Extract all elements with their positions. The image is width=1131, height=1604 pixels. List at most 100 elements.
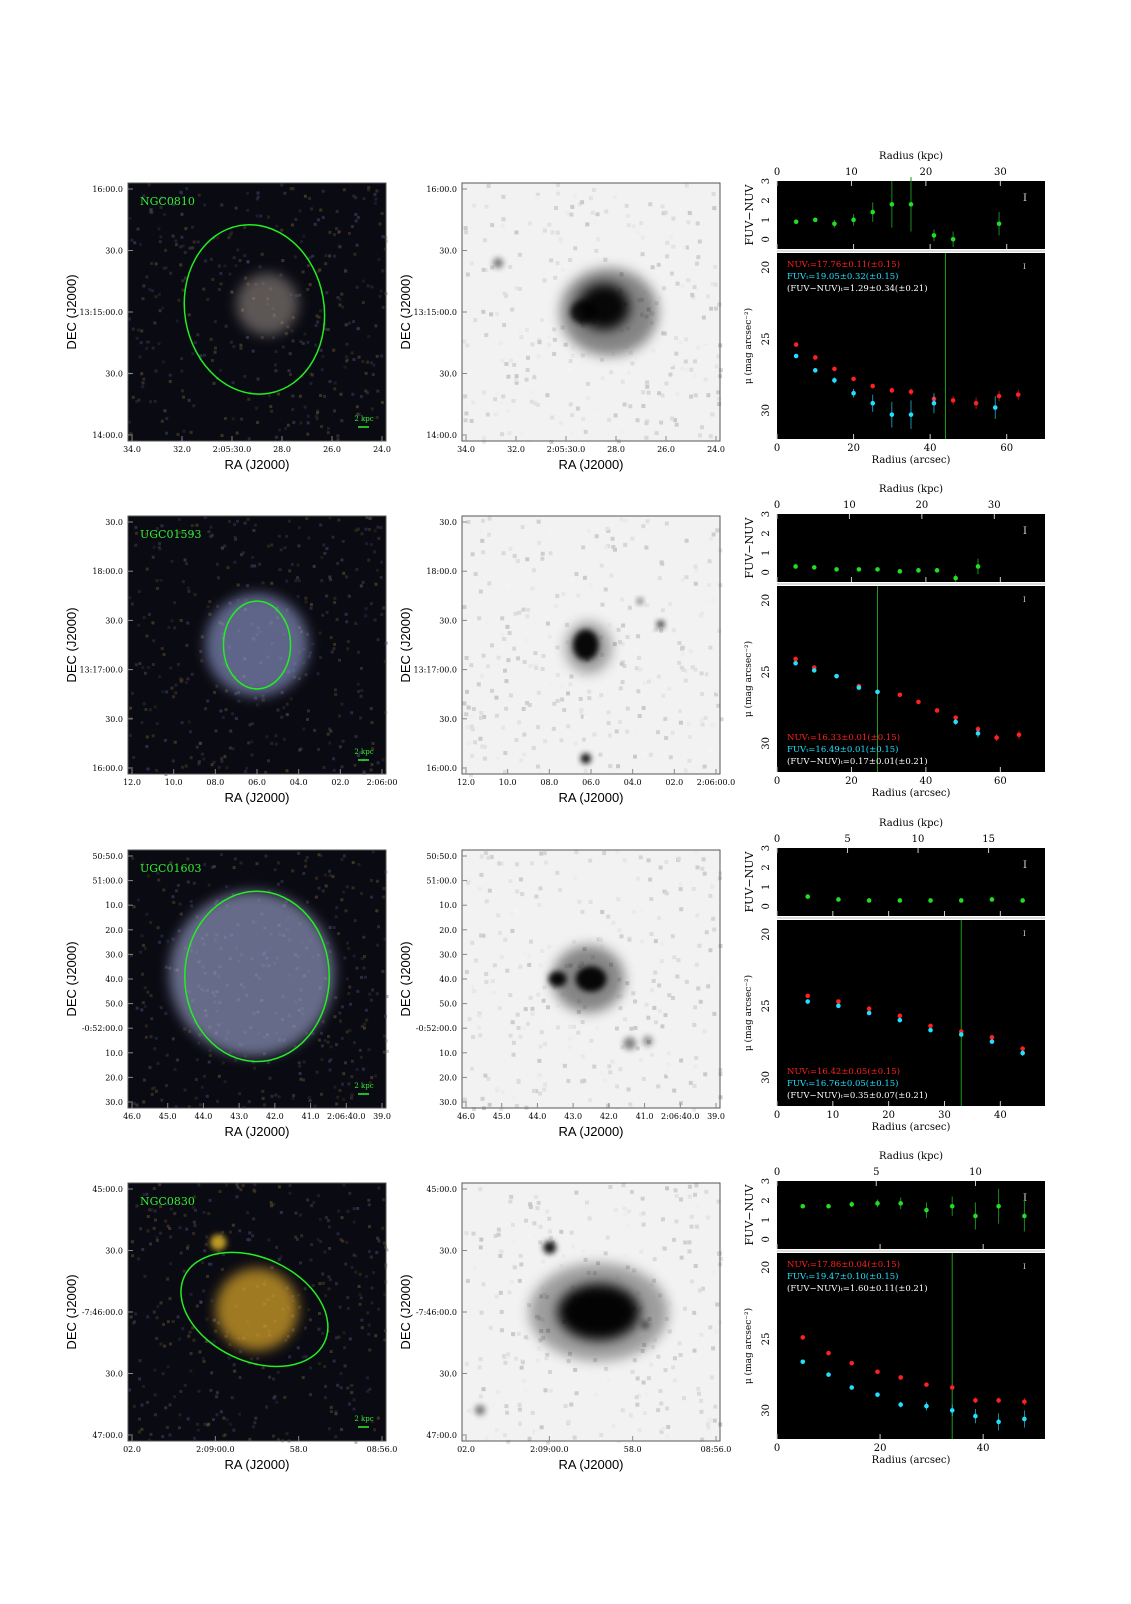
noise-pixel	[159, 1231, 163, 1235]
noise-pixel	[244, 276, 248, 280]
noise-pixel	[344, 355, 348, 359]
nuv-point	[793, 656, 798, 662]
noise-pixel	[478, 1033, 483, 1038]
noise-pixel	[609, 370, 614, 375]
noise-pixel	[660, 608, 665, 613]
noise-pixel	[687, 1240, 692, 1245]
dec-tick-label: 20.0	[439, 1073, 457, 1082]
noise-pixel	[494, 1403, 499, 1408]
noise-pixel	[462, 701, 467, 706]
noise-pixel	[664, 521, 669, 526]
noise-pixel	[649, 988, 654, 993]
mu-ytick-label: 30	[761, 1071, 772, 1084]
noise-pixel	[375, 879, 379, 883]
noise-pixel	[382, 887, 386, 891]
noise-pixel	[592, 931, 597, 936]
noise-pixel	[507, 631, 512, 636]
noise-pixel	[207, 1060, 211, 1064]
color-point	[996, 1203, 1001, 1209]
noise-pixel	[334, 1410, 338, 1414]
dec-tick-label: 51:00.0	[426, 877, 457, 886]
noise-pixel	[675, 391, 680, 396]
noise-pixel	[536, 725, 541, 730]
noise-pixel	[606, 721, 611, 726]
noise-pixel	[337, 1209, 341, 1213]
noise-pixel	[653, 970, 658, 975]
noise-pixel	[494, 1088, 499, 1093]
noise-pixel	[147, 340, 151, 344]
noise-pixel	[285, 579, 289, 583]
noise-pixel	[502, 668, 507, 673]
noise-pixel	[341, 539, 345, 543]
noise-pixel	[641, 705, 646, 710]
noise-pixel	[369, 543, 373, 547]
fuv-point	[953, 719, 958, 725]
noise-pixel	[162, 1322, 166, 1326]
noise-pixel	[342, 188, 346, 192]
noise-pixel	[674, 1193, 679, 1198]
noise-pixel	[247, 397, 251, 401]
color-ylabel: FUV−NUV	[743, 183, 756, 245]
nuv-point	[973, 1398, 978, 1403]
noise-pixel	[548, 1370, 553, 1375]
noise-pixel	[183, 1383, 187, 1387]
noise-pixel	[667, 1063, 672, 1068]
noise-pixel	[245, 584, 249, 588]
noise-pixel	[518, 430, 523, 435]
scale-bar-label: 2 kpc	[354, 1082, 373, 1090]
noise-pixel	[307, 655, 311, 659]
noise-pixel	[506, 374, 511, 379]
noise-pixel	[267, 1238, 271, 1242]
noise-pixel	[203, 203, 207, 207]
noise-pixel	[137, 1257, 141, 1261]
noise-pixel	[368, 992, 372, 996]
noise-pixel	[568, 1036, 573, 1041]
noise-pixel	[649, 1362, 654, 1367]
noise-pixel	[367, 188, 371, 192]
noise-pixel	[527, 1436, 532, 1441]
noise-pixel	[226, 566, 230, 570]
noise-pixel	[141, 862, 145, 866]
noise-pixel	[501, 1354, 506, 1359]
noise-pixel	[332, 647, 336, 651]
noise-pixel	[643, 1411, 648, 1416]
noise-pixel	[261, 581, 265, 585]
noise-pixel	[364, 371, 368, 375]
noise-pixel	[479, 933, 484, 938]
noise-pixel	[135, 1103, 139, 1107]
noise-pixel	[254, 696, 258, 700]
noise-pixel	[324, 262, 328, 266]
noise-pixel	[538, 1224, 543, 1229]
noise-pixel	[644, 421, 649, 426]
noise-pixel	[163, 1344, 167, 1348]
noise-pixel	[466, 618, 471, 623]
noise-pixel	[641, 390, 646, 395]
noise-pixel	[348, 1402, 352, 1406]
arcsec-tick-label: 0	[774, 1110, 780, 1121]
noise-pixel	[272, 1396, 276, 1400]
noise-pixel	[681, 667, 686, 672]
noise-pixel	[671, 1365, 676, 1370]
color-point	[897, 898, 903, 903]
noise-pixel	[586, 396, 591, 401]
noise-pixel	[298, 209, 302, 213]
kpc-axis-label: Radius (kpc)	[879, 151, 943, 162]
noise-pixel	[542, 228, 547, 233]
noise-pixel	[505, 624, 510, 629]
noise-pixel	[599, 357, 604, 362]
noise-pixel	[381, 895, 385, 899]
noise-pixel	[713, 282, 718, 287]
noise-pixel	[143, 671, 147, 675]
dec-axis-label: DEC (J2000)	[398, 941, 413, 1016]
noise-pixel	[528, 1204, 533, 1209]
noise-pixel	[316, 320, 320, 324]
noise-pixel	[230, 290, 234, 294]
noise-pixel	[608, 1185, 613, 1190]
nuv-point	[953, 715, 958, 720]
noise-pixel	[712, 1418, 717, 1423]
noise-pixel	[359, 1296, 363, 1300]
noise-pixel	[627, 370, 632, 375]
dec-tick-label: 30.0	[105, 950, 123, 959]
noise-pixel	[532, 1088, 537, 1093]
noise-pixel	[352, 194, 356, 198]
